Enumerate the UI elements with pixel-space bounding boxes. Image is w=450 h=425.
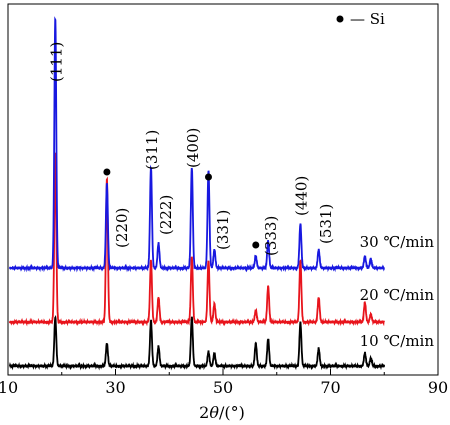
series-line — [8, 152, 385, 327]
x-axis-title: 2θ/(°) — [199, 403, 245, 422]
si-marker-group — [103, 168, 260, 249]
si-marker — [252, 241, 260, 249]
series-group — [8, 16, 386, 371]
x-axis-title-italic: θ — [209, 403, 219, 422]
peak-label: (311) — [143, 130, 161, 170]
x-tick-label: 50 — [213, 378, 233, 397]
peak-label: (331) — [214, 210, 232, 250]
series-label: 30 ℃/min — [360, 233, 435, 251]
si-marker — [103, 168, 111, 176]
series-label: 10 ℃/min — [360, 332, 435, 350]
peak-label: (440) — [292, 176, 310, 216]
series-label-group: 10 ℃/min 20 ℃/min 30 ℃/min — [360, 233, 435, 350]
x-tick-label: 70 — [320, 378, 340, 397]
si-marker — [204, 173, 212, 181]
x-tick-group: 10 30 50 70 90 — [0, 369, 448, 397]
peak-label: (400) — [184, 128, 202, 168]
x-axis-title-unit: /(°) — [219, 403, 245, 422]
legend-si-label: — Si — [350, 10, 385, 28]
peak-label: (333) — [262, 216, 280, 256]
peak-label: (531) — [317, 204, 335, 244]
x-tick-label: 90 — [428, 378, 448, 397]
series-label: 20 ℃/min — [360, 286, 435, 304]
peak-label: (220) — [113, 208, 131, 248]
legend: — Si — [336, 10, 385, 28]
peak-label-group: (111) (220) (311) (222) (400) (331) (333) (440)… — [47, 42, 335, 256]
legend-si-marker — [336, 15, 344, 23]
series-line — [8, 314, 386, 371]
peak-label: (111) — [47, 42, 65, 82]
peak-label: (222) — [157, 195, 175, 235]
x-tick-label: 10 — [0, 378, 18, 397]
x-axis-title-main: 2 — [199, 403, 209, 422]
series-line — [8, 16, 385, 273]
x-tick-label: 30 — [105, 378, 125, 397]
